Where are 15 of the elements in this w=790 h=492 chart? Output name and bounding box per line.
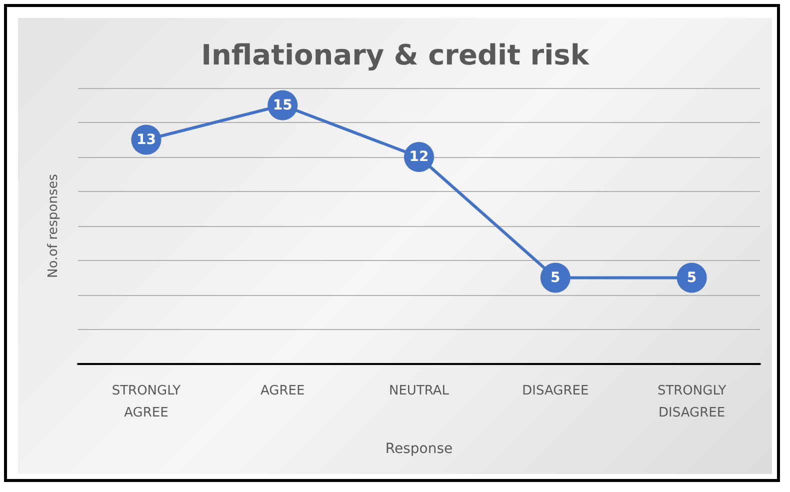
x-tick-label: DISAGREE xyxy=(522,384,589,398)
data-label: 13 xyxy=(136,132,156,148)
x-tick-label: NEUTRAL xyxy=(388,384,450,398)
x-tick-label: AGREE xyxy=(260,384,305,398)
data-label: 12 xyxy=(409,149,429,165)
point xyxy=(676,262,707,293)
x-tick-label: STRONGLY DISAGREE xyxy=(657,384,726,420)
point xyxy=(540,262,570,293)
data-label: 5 xyxy=(686,270,697,286)
x-axis-title: Response xyxy=(385,441,453,457)
data-label: 5 xyxy=(550,270,560,286)
chart-title: Inflationary & credit risk xyxy=(201,38,590,72)
x-tick-label: STRONGLY AGREE xyxy=(112,384,181,420)
data-label: 15 xyxy=(272,97,292,114)
y-axis-title: No.of responses xyxy=(46,174,61,278)
